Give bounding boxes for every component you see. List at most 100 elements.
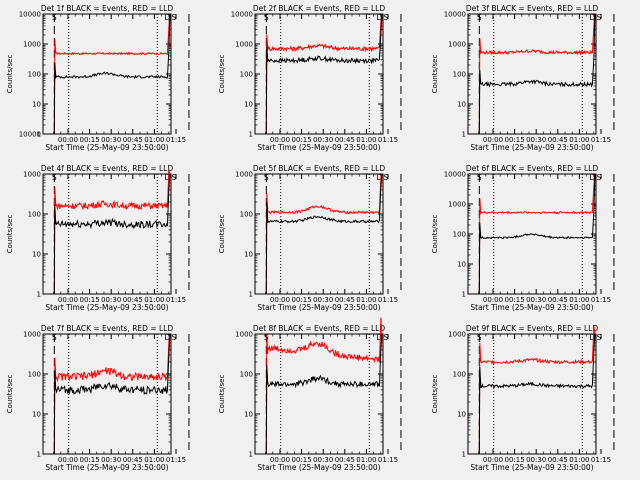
series-events-line <box>478 333 596 455</box>
event-marker-label: S <box>383 333 388 342</box>
subplot-title: Det 9f BLACK = Events, RED = LLD <box>466 324 599 333</box>
x-tick-label: 00:45 <box>123 296 143 304</box>
y-tick-label: 10 <box>244 101 253 109</box>
y-tick-label: 1 <box>37 451 41 459</box>
y-tick-label: 10 <box>457 411 466 419</box>
y-tick-label: 10 <box>244 251 253 259</box>
x-tick-label: 00:30 <box>313 296 333 304</box>
x-tick-label: 00:30 <box>101 296 121 304</box>
plot-frame <box>42 173 172 295</box>
subplot-title: Det 5f BLACK = Events, RED = LLD <box>253 164 386 173</box>
event-marker-label: S <box>52 333 57 342</box>
x-tick-label: 00:00 <box>270 456 290 464</box>
x-tick-label: 00:15 <box>80 296 100 304</box>
x-axis-label: Start Time (25-May-09 23:50:00) <box>257 303 380 312</box>
x-tick-label: 01:15 <box>166 296 186 304</box>
x-tick-label: 01:00 <box>569 456 589 464</box>
series-lld-line <box>478 13 596 135</box>
y-tick-label: 1 <box>462 291 466 299</box>
y-axis-label: Counts/sec <box>6 55 14 94</box>
x-tick-label: 01:15 <box>591 296 611 304</box>
x-tick-label: 00:15 <box>505 456 525 464</box>
y-tick-label: 1000 <box>235 331 253 339</box>
y-tick-label: 10 <box>32 251 41 259</box>
event-marker-label: D <box>376 333 382 342</box>
subplot-3: Det 3f BLACK = Events, RED = LLD Counts/s… <box>431 4 615 152</box>
y-tick-label: 10000 <box>231 11 253 19</box>
y-axis-label: Counts/sec <box>431 215 439 254</box>
y-tick-label: 1000 <box>235 171 253 179</box>
x-tick-label: 00:00 <box>270 136 290 144</box>
series-lld-line <box>478 173 596 295</box>
x-tick-label: 00:15 <box>292 296 312 304</box>
event-marker-label: S <box>477 173 482 182</box>
plot-frame <box>254 333 384 455</box>
x-tick-label: 01:15 <box>378 136 398 144</box>
x-tick-label: 01:15 <box>166 136 186 144</box>
series-lld-line <box>265 173 383 295</box>
x-axis-label: Start Time (25-May-09 23:50:00) <box>45 463 168 472</box>
x-tick-label: 00:45 <box>335 456 355 464</box>
y-tick-label: 100 <box>453 231 466 239</box>
y-tick-label: 100 <box>28 371 41 379</box>
x-tick-label: 00:15 <box>505 136 525 144</box>
x-tick-label: 00:15 <box>292 456 312 464</box>
x-axis-label: Start Time (25-May-09 23:50:00) <box>470 303 593 312</box>
y-axis-label: Counts/sec <box>218 215 226 254</box>
x-tick-label: 01:00 <box>144 296 164 304</box>
x-tick-label: 00:00 <box>483 296 503 304</box>
event-marker-label: S <box>596 333 601 342</box>
x-tick-label: 00:30 <box>101 136 121 144</box>
x-tick-label: 00:15 <box>505 296 525 304</box>
plot-frame <box>467 13 597 135</box>
subplot-5: Det 5f BLACK = Events, RED = LLD Counts/s… <box>218 164 402 312</box>
y-axis-label: Counts/sec <box>218 55 226 94</box>
x-tick-label: 01:15 <box>591 456 611 464</box>
y-tick-label: 10000 <box>19 11 41 19</box>
series-events-line <box>53 333 171 455</box>
event-marker-label: S <box>171 333 176 342</box>
x-tick-label: 00:30 <box>526 296 546 304</box>
subplot-title: Det 3f BLACK = Events, RED = LLD <box>466 4 599 13</box>
series-lld-line <box>265 13 383 135</box>
event-marker-label: D <box>376 173 382 182</box>
series-lld-line <box>53 13 171 135</box>
x-tick-label: 00:15 <box>292 136 312 144</box>
y-tick-label: 100 <box>28 211 41 219</box>
y-tick-label: 1 <box>37 291 41 299</box>
y-axis-label: Counts/sec <box>431 55 439 94</box>
y-tick-label: 1 <box>249 451 253 459</box>
x-tick-label: 00:45 <box>335 296 355 304</box>
x-axis-label: Start Time (25-May-09 23:50:00) <box>257 463 380 472</box>
y-tick-label: 10000 <box>19 131 41 139</box>
series-events-line <box>265 333 383 455</box>
series-lld-line <box>265 317 383 455</box>
y-tick-label: 1 <box>37 131 41 139</box>
series-events-line <box>478 173 596 295</box>
x-tick-label: 01:15 <box>378 456 398 464</box>
x-tick-label: 01:15 <box>591 136 611 144</box>
y-tick-label: 10 <box>244 411 253 419</box>
y-tick-label: 1 <box>249 291 253 299</box>
y-tick-label: 1000 <box>23 171 41 179</box>
x-tick-label: 00:45 <box>548 456 568 464</box>
x-tick-label: 01:00 <box>356 456 376 464</box>
y-tick-label: 100 <box>453 71 466 79</box>
y-tick-label: 10 <box>457 101 466 109</box>
plot-frame <box>254 13 384 135</box>
x-tick-label: 01:00 <box>569 296 589 304</box>
event-marker-label: S <box>477 333 482 342</box>
event-marker-label: S <box>171 13 176 22</box>
x-tick-label: 00:30 <box>313 136 333 144</box>
x-tick-label: 01:00 <box>144 136 164 144</box>
event-marker-label: S <box>383 13 388 22</box>
y-tick-label: 1000 <box>23 331 41 339</box>
x-tick-label: 01:00 <box>144 456 164 464</box>
y-tick-label: 100 <box>28 71 41 79</box>
x-tick-label: 00:00 <box>58 456 78 464</box>
x-tick-label: 00:00 <box>483 456 503 464</box>
series-lld-line <box>53 333 171 455</box>
y-tick-label: 1000 <box>23 41 41 49</box>
event-marker-label: D <box>589 333 595 342</box>
subplot-4: Det 4f BLACK = Events, RED = LLD Counts/s… <box>6 131 190 312</box>
